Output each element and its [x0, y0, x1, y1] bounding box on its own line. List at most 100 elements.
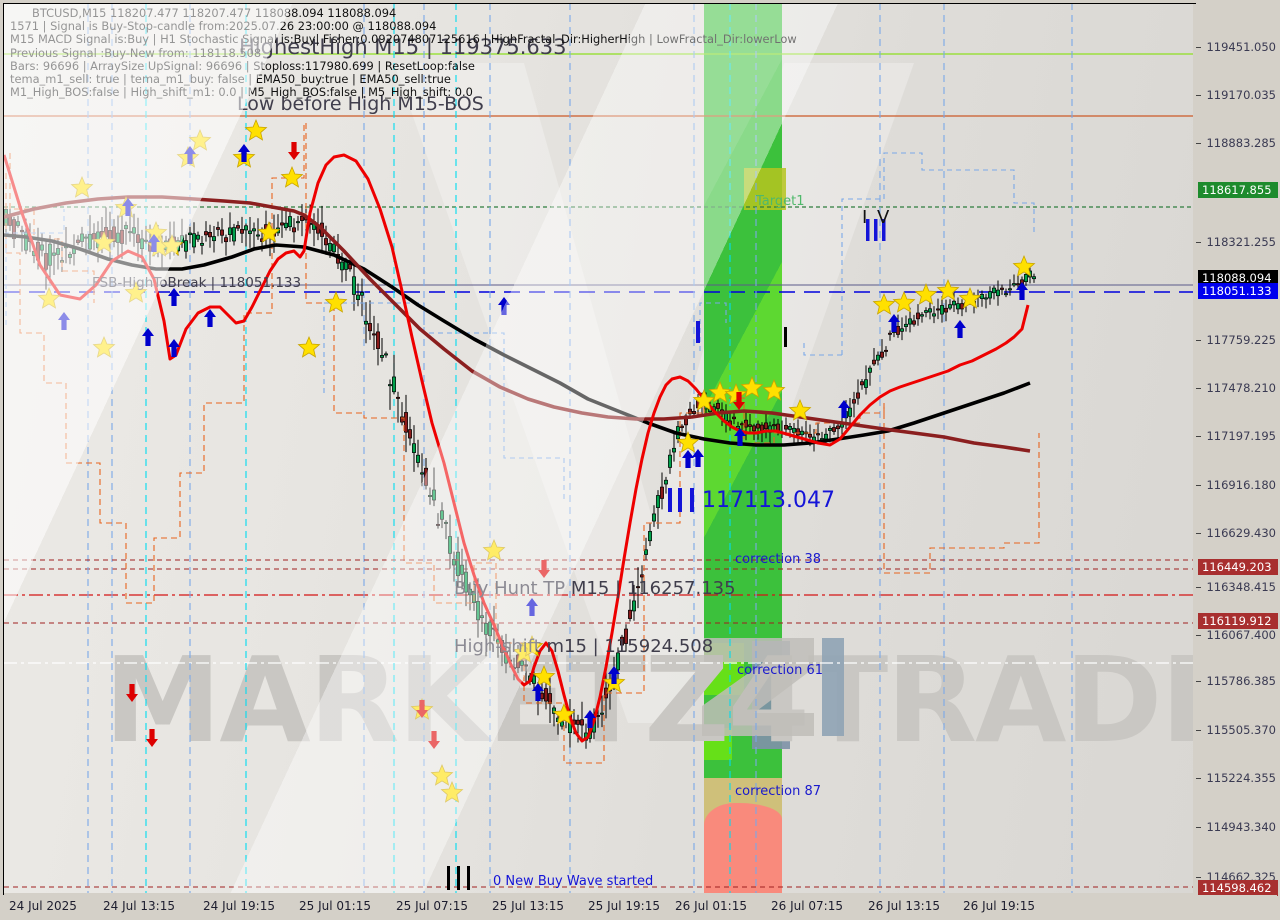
price-tick-mark — [1196, 340, 1201, 341]
price-tick-mark — [1196, 388, 1201, 389]
price-tick-label: 115505.370 — [1206, 723, 1276, 737]
star-signal-icon — [280, 165, 304, 188]
annotation-correction-38: correction 38 — [735, 552, 821, 567]
chart-drawing-layer — [4, 3, 1193, 893]
annotation-new-buy-wave: 0 New Buy Wave started — [493, 874, 654, 889]
buy-arrow-icon — [1016, 282, 1028, 300]
info-line-1: BTCUSD,M15 118207.477 118207.477 118088.… — [32, 6, 397, 20]
annotation-buy-hunt-tp: Buy Hunt TP M15 | 116257.135 — [454, 578, 736, 599]
annotation-high-shift: High-shift m15 | 115924.508 — [454, 636, 714, 657]
price-tick-mark — [1196, 485, 1201, 486]
annotation-highest-high: HighestHigh M15 | 119375.633 — [239, 35, 567, 59]
time-tick-label: 25 Jul 01:15 — [299, 899, 371, 913]
price-tick-label: 119451.050 — [1206, 40, 1276, 54]
buy-arrow-icon — [122, 198, 134, 216]
star-signal-icon — [37, 286, 61, 309]
info-line-4: Previous Signal :Buy-New from: 118118.50… — [10, 45, 262, 60]
price-tick-label: 118321.255 — [1206, 235, 1276, 249]
star-signal-icon — [188, 128, 212, 151]
star-signal-icon — [244, 118, 268, 141]
time-axis[interactable]: 24 Jul 2025 24 Jul 13:15 24 Jul 19:15 25 Ju… — [3, 895, 1277, 919]
star-signal-icon — [430, 763, 454, 786]
star-signal-icon — [872, 292, 896, 315]
price-badge: 116119.912 — [1198, 613, 1278, 629]
price-tick-label: 116067.400 — [1206, 628, 1276, 642]
star-signal-icon — [958, 286, 982, 309]
price-tick-mark — [1196, 587, 1201, 588]
signal-markers — [37, 118, 1036, 803]
info-line-5: Bars: 96696 | ArraySize UpSignal: 96696 … — [10, 58, 475, 73]
star-signal-icon — [297, 335, 321, 358]
annotation-low-before-high: Low before High M15-BOS — [237, 93, 484, 115]
time-tick-label: 24 Jul 19:15 — [203, 899, 275, 913]
price-tick-mark — [1196, 778, 1201, 779]
star-signal-icon — [324, 290, 348, 313]
price-axis[interactable]: 119451.050 119170.035 118883.285 118321.255… — [1196, 3, 1278, 896]
sell-arrow-icon — [288, 142, 300, 160]
time-tick-label: 25 Jul 07:15 — [396, 899, 468, 913]
info-line-6: tema_m1_sell: true | tema_m1_buy: false … — [10, 72, 451, 87]
price-tick-label: 115224.355 — [1206, 771, 1276, 785]
buy-arrow-icon — [148, 234, 160, 252]
annotation-target1: Target1 — [756, 194, 805, 209]
price-tick-mark — [1196, 681, 1201, 682]
buy-arrow-icon — [238, 144, 250, 162]
star-signal-icon — [1012, 254, 1036, 277]
fast-ema-red-line — [4, 153, 1030, 743]
channel-upper-right — [699, 152, 1035, 356]
star-signal-icon — [914, 282, 938, 305]
star-signal-icon — [160, 233, 184, 256]
buy-arrow-icon — [532, 683, 544, 701]
star-signal-icon — [788, 398, 812, 421]
buy-arrow-icon — [692, 449, 704, 467]
annotation-wave-iv: I V — [862, 207, 892, 228]
price-badge: 118617.855 — [1198, 182, 1278, 198]
price-tick-label: 119170.035 — [1206, 88, 1276, 102]
buy-arrow-icon — [204, 309, 216, 327]
price-tick-mark — [1196, 730, 1201, 731]
star-signal-icon — [124, 280, 148, 303]
sell-arrow-icon — [733, 392, 745, 410]
price-badge: 116449.203 — [1198, 559, 1278, 575]
price-badge: 118051.133 — [1198, 283, 1278, 299]
star-signal-icon — [724, 382, 748, 405]
sell-arrow-icon — [428, 731, 440, 749]
price-tick-mark — [1196, 242, 1201, 243]
buy-arrow-icon — [498, 297, 510, 315]
ema50-black-line — [4, 233, 1031, 447]
info-line-3: M15 MACD Signal is:Buy | H1 Stochastic S… — [10, 32, 797, 47]
star-signal-icon — [532, 664, 556, 687]
tema-darkred-line — [4, 195, 1031, 453]
buy-arrow-icon — [838, 400, 850, 418]
annotation-wave-ii-price: 117113.047 — [702, 488, 835, 513]
star-signal-icon — [552, 702, 576, 725]
wave-tick-marks — [447, 219, 886, 890]
time-tick-label: 26 Jul 01:15 — [675, 899, 747, 913]
time-tick-label: 25 Jul 13:15 — [492, 899, 564, 913]
buy-arrow-icon — [954, 320, 966, 338]
star-signal-icon — [892, 290, 916, 313]
star-signal-icon — [740, 375, 764, 398]
star-signal-icon — [520, 634, 544, 657]
price-tick-label: 115786.385 — [1206, 674, 1276, 688]
star-signal-icon — [692, 388, 716, 411]
time-tick-label: 24 Jul 2025 — [9, 899, 77, 913]
buy-arrow-icon — [58, 312, 70, 330]
time-tick-label: 24 Jul 13:15 — [103, 899, 175, 913]
buy-arrow-icon — [184, 146, 196, 164]
vertical-day-separators — [87, 3, 1073, 893]
sell-arrow-icon — [126, 684, 138, 702]
info-line-2: 1571 | Signal is Buy-Stop-candle from:20… — [10, 19, 437, 34]
chart-plot-area[interactable]: MARKETZ4TRADE — [3, 3, 1193, 893]
price-tick-label: 114943.340 — [1206, 820, 1276, 834]
price-tick-mark — [1196, 827, 1201, 828]
buy-arrow-icon — [584, 710, 596, 728]
price-tick-label: 117759.225 — [1206, 333, 1276, 347]
chart-info-header: BTCUSD,M15 118207.477 118207.477 118088.… — [10, 6, 797, 99]
sell-arrow-icon — [146, 729, 158, 747]
price-badge: 118088.094 — [1198, 270, 1278, 286]
time-tick-label: 26 Jul 13:15 — [868, 899, 940, 913]
time-tick-label: 26 Jul 19:15 — [963, 899, 1035, 913]
price-tick-label: 117197.195 — [1206, 429, 1276, 443]
